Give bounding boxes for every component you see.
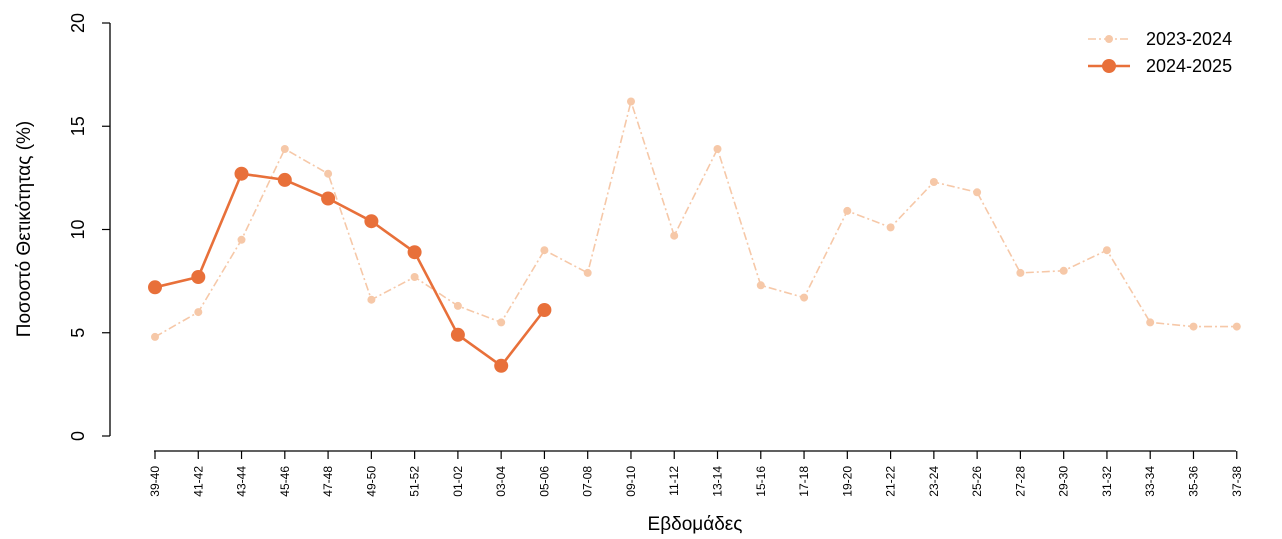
x-tick-label: 45-46 [278, 466, 292, 497]
x-tick-label: 09-10 [624, 466, 638, 497]
data-point-2023-2024 [1016, 268, 1025, 277]
x-tick-label: 39-40 [148, 466, 162, 497]
x-tick-label: 43-44 [235, 466, 249, 497]
data-point-2023-2024 [756, 281, 765, 290]
legend-label-2023-2024: 2023-2024 [1146, 29, 1232, 49]
x-tick-label: 01-02 [451, 466, 465, 497]
data-point-2023-2024 [1146, 318, 1155, 327]
series-layer [148, 97, 1241, 373]
data-point-2023-2024 [497, 318, 506, 327]
x-tick-label: 17-18 [797, 466, 811, 497]
x-tick-label: 07-08 [581, 466, 595, 497]
y-tick-label: 0 [68, 431, 88, 441]
data-point-2023-2024 [324, 169, 333, 178]
x-tick-label: 19-20 [840, 466, 854, 497]
data-point-2023-2024 [1102, 246, 1111, 255]
data-point-2023-2024 [583, 268, 592, 277]
legend-marker-2024-2025 [1102, 59, 1116, 73]
x-tick-label: 13-14 [711, 466, 725, 497]
data-point-2024-2025 [407, 245, 422, 260]
x-tick-label: 29-30 [1057, 466, 1071, 497]
data-point-2023-2024 [929, 178, 938, 186]
x-tick-label: 11-12 [667, 466, 681, 496]
legend-marker-2023-2024 [1105, 35, 1113, 43]
data-point-2024-2025 [191, 270, 206, 284]
data-point-2024-2025 [364, 214, 379, 229]
x-ticks: 39-40 41-42 43-44 45-46 47-48 49-50 51-52 01-02… [148, 451, 1244, 497]
data-point-2023-2024 [670, 231, 679, 240]
series-line-2023-2024 [154, 100, 1237, 338]
data-point-2023-2024 [453, 301, 462, 310]
data-point-2024-2025 [450, 327, 465, 342]
x-tick-label: 35-36 [1186, 466, 1200, 497]
data-point-2023-2024 [713, 145, 722, 153]
data-point-2023-2024 [843, 206, 852, 215]
data-point-2024-2025 [234, 166, 249, 181]
data-point-2023-2024 [194, 308, 203, 317]
data-point-2024-2025 [148, 280, 162, 295]
x-tick-label: 15-16 [754, 466, 768, 497]
x-tick-label: 37-38 [1230, 466, 1244, 497]
data-point-2023-2024 [1059, 266, 1068, 275]
x-tick-label: 03-04 [494, 466, 508, 497]
y-tick-label: 20 [68, 13, 88, 33]
data-point-2023-2024 [627, 97, 635, 106]
x-tick-label: 25-26 [970, 466, 984, 497]
data-point-2023-2024 [237, 235, 246, 244]
y-axis-title: Ποσοστό Θετικότητας (%) [14, 121, 35, 337]
data-point-2023-2024 [367, 295, 376, 304]
data-point-2024-2025 [537, 303, 552, 317]
data-point-2024-2025 [321, 191, 336, 206]
y-tick-label: 5 [68, 328, 88, 338]
data-point-2023-2024 [1189, 322, 1198, 331]
x-tick-label: 05-06 [537, 466, 551, 497]
data-point-2023-2024 [886, 223, 895, 232]
y-tick-label: 15 [68, 116, 88, 136]
data-point-2023-2024 [1232, 322, 1241, 331]
series-line-2024-2025 [154, 172, 546, 368]
data-point-2023-2024 [280, 145, 289, 153]
data-point-2023-2024 [410, 273, 419, 281]
data-point-2023-2024 [540, 246, 549, 255]
data-point-2023-2024 [973, 188, 982, 197]
data-point-2024-2025 [494, 358, 509, 373]
x-axis-title: Εβδομάδες [648, 514, 743, 535]
x-tick-label: 31-32 [1100, 466, 1114, 497]
legend: 2023-2024 2024-2025 [1088, 29, 1232, 76]
data-point-2023-2024 [800, 293, 809, 302]
x-tick-label: 33-34 [1143, 466, 1157, 497]
data-point-2024-2025 [277, 172, 292, 187]
x-tick-label: 27-28 [1013, 466, 1027, 497]
y-ticks: 0 5 10 15 20 [68, 13, 110, 441]
x-tick-label: 49-50 [364, 466, 378, 497]
x-tick-label: 41-42 [191, 466, 205, 497]
legend-label-2024-2025: 2024-2025 [1146, 56, 1232, 76]
x-tick-label: 23-24 [927, 466, 941, 497]
data-point-2023-2024 [151, 332, 159, 341]
x-tick-label: 51-52 [408, 466, 422, 497]
y-tick-label: 10 [68, 219, 88, 239]
x-tick-label: 47-48 [321, 466, 335, 497]
x-tick-label: 21-22 [884, 466, 898, 497]
